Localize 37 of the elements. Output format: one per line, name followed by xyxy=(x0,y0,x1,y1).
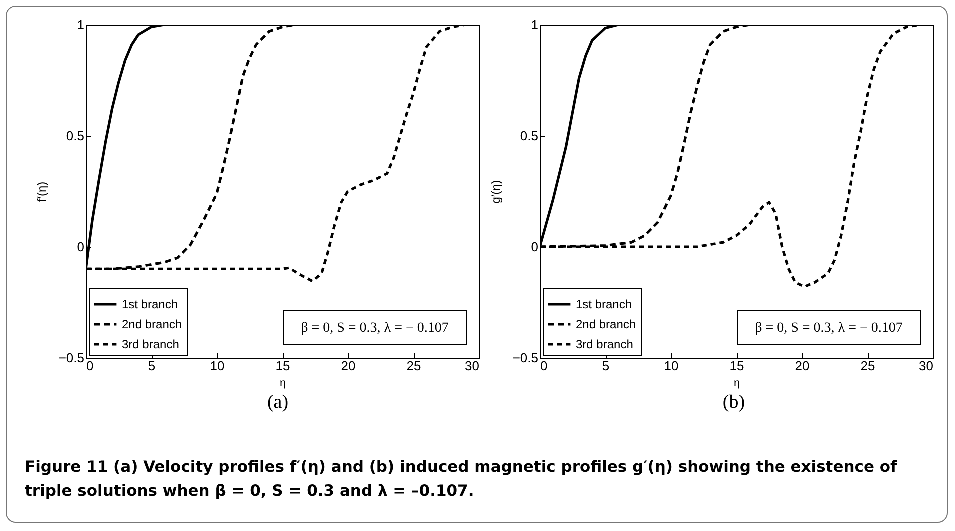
x-tick-label: 5 xyxy=(148,358,156,374)
legend-label: 2nd branch xyxy=(576,318,636,332)
y-axis-title: g′(η) xyxy=(488,180,503,204)
x-tick-label: 5 xyxy=(602,358,610,374)
x-tick-label: 10 xyxy=(210,358,225,374)
text: (b) xyxy=(722,392,746,414)
legend-label: 1st branch xyxy=(122,298,178,312)
y-tick-label: 0.5 xyxy=(66,128,84,144)
text: (a) xyxy=(267,392,289,414)
x-tick-label: 25 xyxy=(860,358,876,374)
y-axis-title: f′(η) xyxy=(34,182,49,202)
legend-label: 1st branch xyxy=(576,298,632,312)
x-tick-label: 25 xyxy=(406,358,422,374)
y-tick-label: 1 xyxy=(77,18,84,32)
annotation: β = 0, S = 0.3, λ = − 0.107 xyxy=(301,321,449,336)
annotation: β = 0, S = 0.3, λ = − 0.107 xyxy=(755,321,903,336)
y-tick-label: −0.5 xyxy=(512,350,538,366)
x-tick-label: 20 xyxy=(795,358,810,374)
x-tick-label: 15 xyxy=(730,358,744,374)
x-tick-label: 15 xyxy=(276,358,290,374)
x-tick-label: 30 xyxy=(919,358,934,374)
legend-label: 3rd branch xyxy=(122,338,180,352)
y-tick-label: −0.5 xyxy=(58,350,84,366)
y-tick-label: 1 xyxy=(531,18,538,32)
x-tick-label: 30 xyxy=(465,358,480,374)
x-tick-label: 10 xyxy=(664,358,679,374)
y-tick-label: 0 xyxy=(77,240,84,254)
x-tick-label: 0 xyxy=(540,358,548,374)
legend-label: 3rd branch xyxy=(576,338,634,352)
y-tick-label: 0 xyxy=(531,240,538,254)
x-axis-title: η xyxy=(280,378,286,390)
y-tick-label: 0.5 xyxy=(520,128,538,144)
caption: Figure 11 (a) Velocity profiles f′(η) and (b) induced magnetic profiles g′(η) showing the existence of triple solutions when β = 0, S = 0.3 and λ = –0.107. xyxy=(25,457,898,502)
x-axis-title: η xyxy=(734,378,740,390)
x-tick-label: 0 xyxy=(86,358,94,374)
legend-label: 2nd branch xyxy=(122,318,182,332)
x-tick-label: 20 xyxy=(341,358,356,374)
